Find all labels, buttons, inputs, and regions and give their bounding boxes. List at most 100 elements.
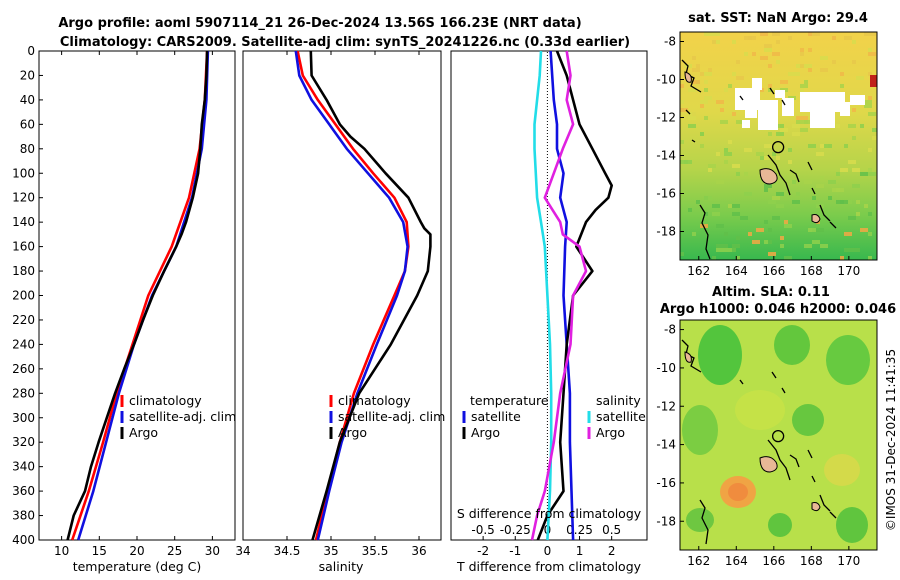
sst-pixel [836,124,840,128]
temperature-xtick-label: 30 [205,544,220,558]
sla-lat-tick-label: -10 [656,361,676,375]
temperature-legend: climatology satellite-adj. clim Argo [120,393,236,440]
sst-pixel [860,228,868,232]
sla-lon-tick-label: 162 [687,554,710,568]
sst-pixel [720,120,728,124]
sst-pixel [868,172,876,176]
sst-pixel [828,196,832,200]
t-diff-xtick-label: 2 [608,544,616,558]
legend-argo-label: Argo [129,425,158,440]
depth-tick-label: 160 [12,240,35,254]
sst-pixel [728,140,732,144]
sst-pixel [804,244,812,248]
sst-map-frame [679,31,878,261]
salinity-xtick-label: 35.5 [362,544,389,558]
sst-pixel [732,212,740,216]
sst-pixel [868,212,872,216]
sst-pixel [680,252,684,256]
salinity-xtick-label: 35 [323,544,338,558]
sst-pixel [764,44,772,48]
salinity-xtick-label: 36 [411,544,426,558]
sst-pixel [704,80,708,84]
sst-pixel [716,248,724,252]
sst-pixel [680,140,684,144]
salinity-line-argo [309,50,432,541]
temperature-xtick-label: 10 [54,544,69,558]
difference-series [530,50,614,541]
sst-pixel [768,64,772,68]
sst-pixel [744,52,748,56]
sst-lat-tick-label: -8 [664,35,676,49]
sst-lat-ticks: -8 -10 -12 -14 -16 -18 [656,35,684,239]
depth-tick-label: 180 [12,264,35,278]
sst-pixel [764,220,768,224]
difference-panel: -2 -1 0 1 2 -0.5 -0.25 0 0.25 0.5 temperature sa… [450,50,648,574]
depth-tick-label: 340 [12,460,35,474]
legend-satellite-label: satellite-adj. clim [129,409,236,424]
sst-pixel [724,152,732,156]
sst-pixel [856,76,864,80]
sst-pixel [784,92,788,96]
sst-pixel [768,88,772,92]
sst-pixel [868,72,872,76]
sst-pixel [800,48,804,52]
sst-pixel [764,188,768,192]
sst-lat-tick-label: -18 [656,225,676,239]
sst-pixel [852,136,856,140]
s-diff-xtick-label: -0.25 [500,523,531,537]
sla-lon-tick-label: 166 [762,554,785,568]
sst-pixel [720,108,724,112]
salinity-line-climatology [296,50,410,541]
sst-lon-tick-label: 166 [762,264,785,278]
sst-pixel [844,248,852,252]
sst-pixel [872,128,877,132]
sst-pixel [860,172,868,176]
s-diff-xtick-label: -0.5 [471,523,494,537]
sst-pixel [784,224,792,228]
temperature-line-argo [66,50,209,541]
sst-pixel [868,168,872,172]
sst-pixel [704,88,708,92]
sst-pixel [724,148,728,152]
sst-pixel [796,192,800,196]
imos-credit: ©IMOS 31-Dec-2024 11:41:35 [884,349,898,531]
depth-tick-label: 0 [27,44,35,58]
sst-pixel [840,168,848,172]
sla-lat-ticks: -8 -10 -12 -14 -16 -18 [656,323,684,528]
salinity-x-axis: 34 34.5 35 35.5 36 [235,51,427,558]
sst-pixel [700,100,708,104]
cloud-mask [735,78,865,130]
sst-pixel [716,180,724,184]
depth-tick-label: 140 [12,215,35,229]
depth-tick-label: 380 [12,509,35,523]
sst-pixel [688,208,692,212]
sst-pixel [688,112,696,116]
sst-pixel [688,116,696,120]
sst-pixel [716,224,724,228]
sst-pixel [736,120,744,124]
sst-pixel [864,100,872,104]
sla-lat-tick-label: -16 [656,476,676,490]
sst-pixel [808,68,812,72]
sst-pixel [716,244,724,248]
sst-pixel [844,36,852,40]
sst-lat-tick-label: -10 [656,73,676,87]
sst-pixel [688,88,696,92]
temperature-panel: 0 20 40 60 80 100 120 140 160 180 200 220 240 260 280 3… [12,44,236,574]
sst-pixel [776,192,784,196]
sst-pixel [844,144,848,148]
sst-pixel [768,200,776,204]
sst-pixel [784,256,792,260]
argo-location-marker [771,140,785,154]
sst-pixel [768,252,772,256]
sst-pixel [804,80,808,84]
legend-climatology-label: climatology [129,393,202,408]
sst-pixel [692,56,696,60]
sst-pixel [728,84,732,88]
sst-pixel [820,176,824,180]
sst-pixel [700,72,704,76]
sla-lon-tick-label: 164 [725,554,748,568]
sst-pixel [804,120,808,124]
sst-pixel [852,248,860,252]
figure-title-line1: Argo profile: aoml 5907114_21 26-Dec-202… [58,16,581,31]
